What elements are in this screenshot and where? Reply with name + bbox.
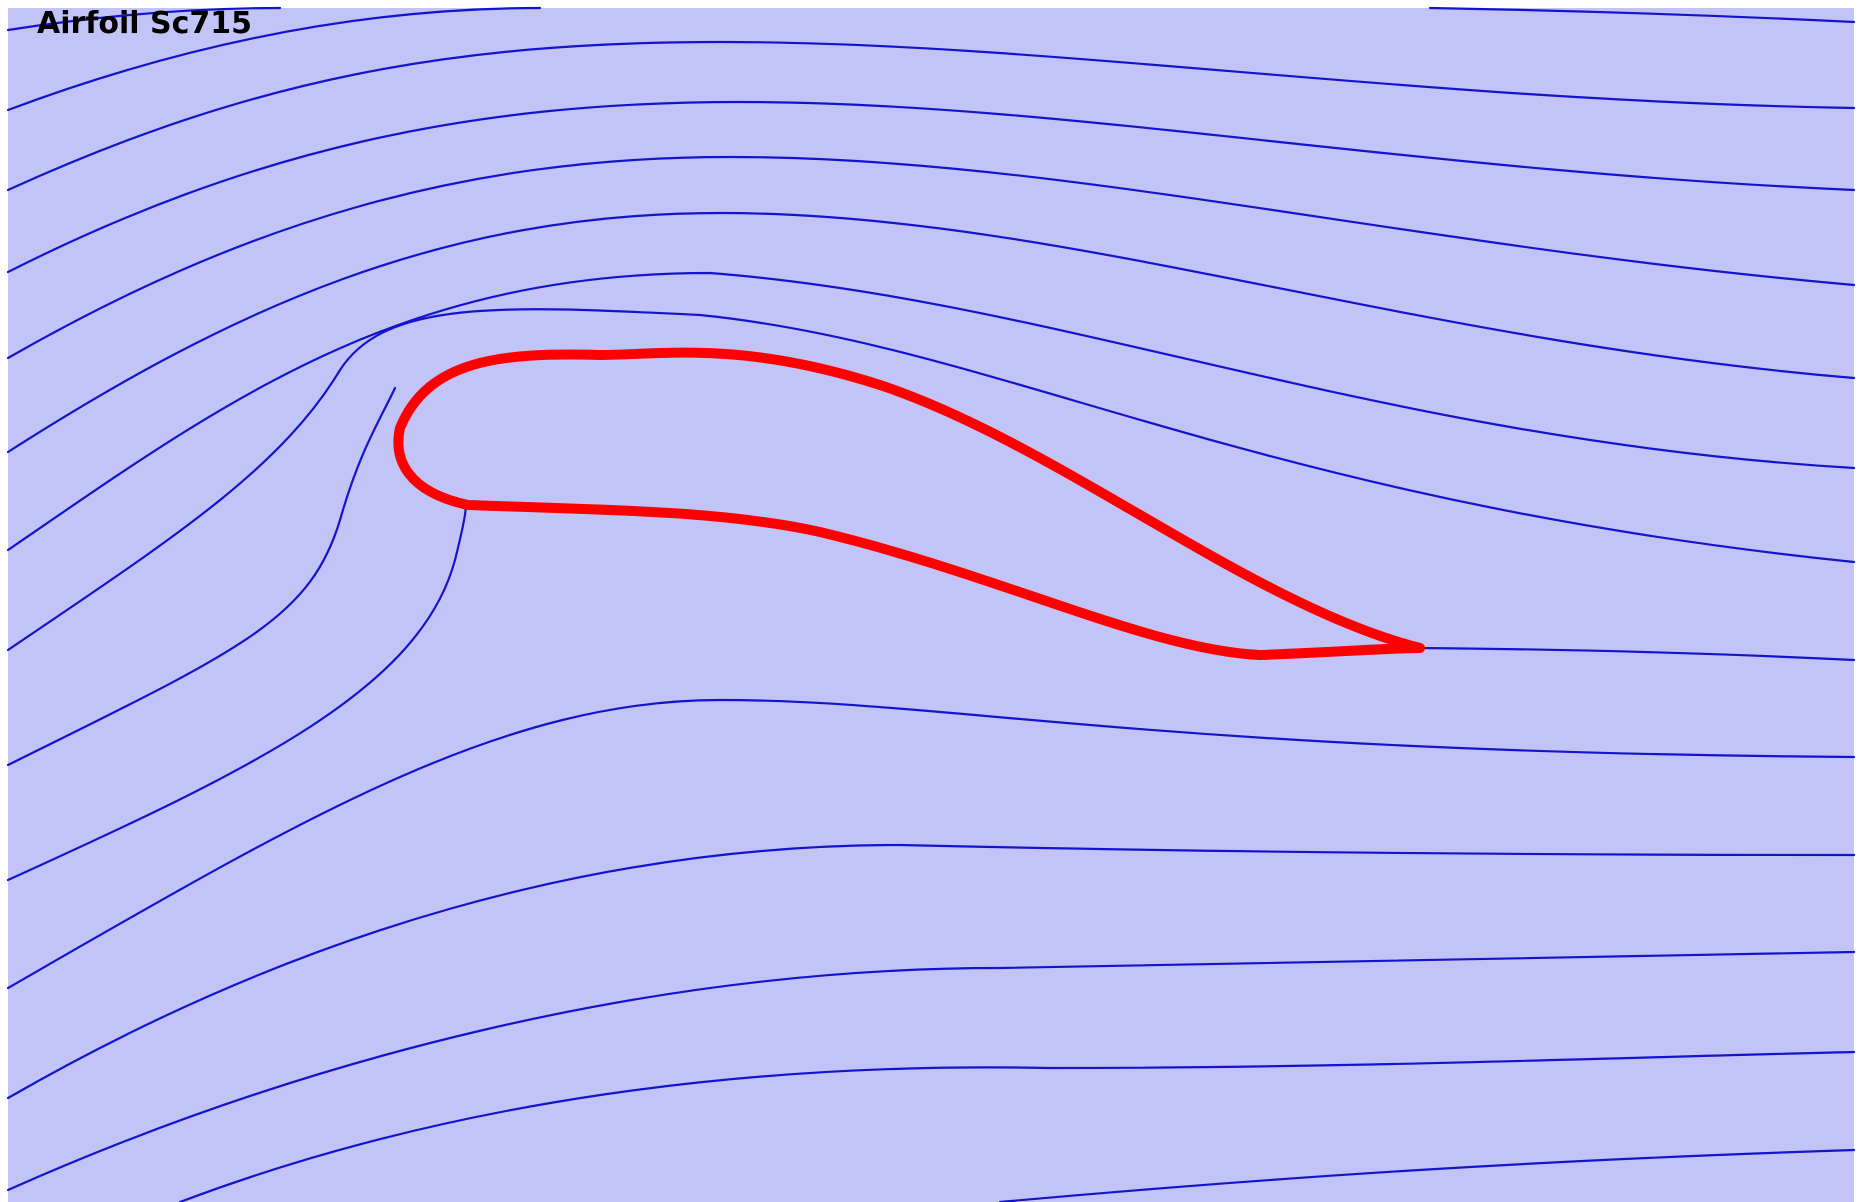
- streamline: [178, 1050, 1856, 1202]
- flow-field-background: [8, 8, 1854, 1202]
- streamline: [6, 698, 1856, 990]
- streamline: [6, 308, 1856, 652]
- streamline: [6, 155, 1856, 360]
- streamline: [6, 503, 467, 882]
- streamline: [6, 950, 1856, 1192]
- diagram-title: Airfoil Sc715: [37, 6, 252, 41]
- streamline: [6, 211, 1856, 454]
- streamline: [6, 100, 1856, 274]
- airfoil-outline: [393, 347, 1425, 660]
- streamline: [6, 386, 397, 767]
- streamline: [6, 271, 1856, 552]
- streamlines: [6, 6, 1856, 1202]
- streamline: [6, 40, 1856, 192]
- streamline: [6, 843, 1856, 1100]
- streamline: [998, 1148, 1856, 1202]
- streamline: [1418, 646, 1856, 662]
- streamline: [6, 6, 282, 32]
- streamline: [6, 6, 542, 112]
- streamline: [1428, 6, 1856, 24]
